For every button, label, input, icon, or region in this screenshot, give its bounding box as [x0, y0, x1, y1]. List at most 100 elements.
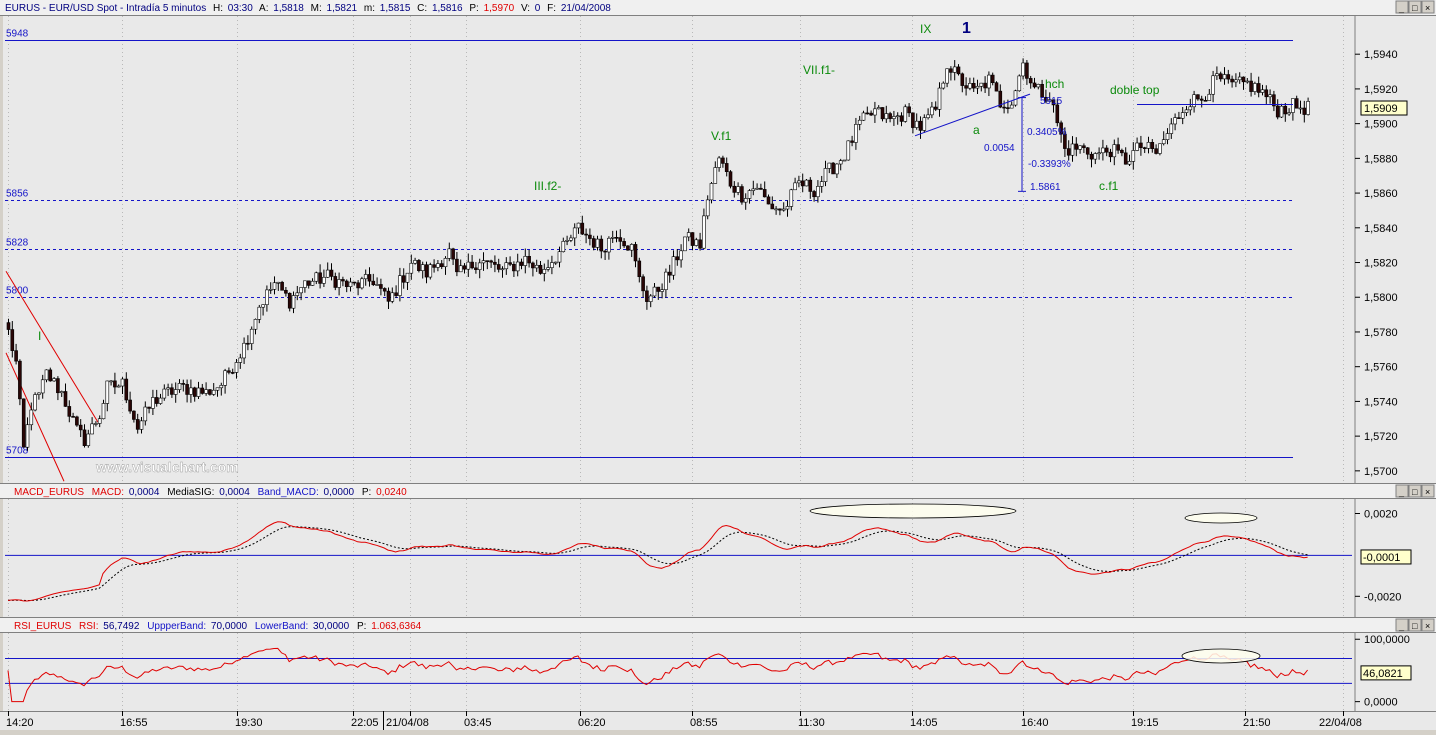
candle-body: [766, 196, 771, 205]
candle-body: [90, 423, 94, 435]
price-tick-label: 1,5780: [1364, 327, 1398, 339]
candle-body: [21, 398, 26, 448]
candle-body: [751, 188, 756, 191]
candle-body: [607, 237, 611, 253]
candle-body: [287, 292, 292, 309]
close-button[interactable]: [1421, 0, 1435, 14]
candle-body: [63, 391, 68, 407]
minimize-button[interactable]: [1395, 0, 1409, 14]
candle-body: [356, 282, 360, 289]
price-axis[interactable]: [1355, 16, 1436, 483]
candle-body: [413, 260, 417, 264]
candle-body: [375, 284, 379, 286]
macd-panel[interactable]: [3, 499, 1355, 617]
wave-label-a: a: [973, 123, 980, 137]
candle-body: [808, 179, 813, 192]
time-axis: [0, 711, 1436, 730]
open-value: 1,5818: [273, 3, 304, 14]
candle-body: [527, 255, 531, 264]
candle-body: [702, 215, 706, 249]
annotations: I III.f2- V.f1 VII.f1- IX 1 hch a doble top c.f1 5…: [38, 20, 1293, 475]
candle-body: [1101, 147, 1105, 154]
wave-label-v: V.f1: [711, 129, 732, 143]
candle-body: [686, 232, 691, 238]
candle-body: [949, 68, 953, 73]
candle-body: [1078, 145, 1082, 150]
candle-body: [588, 234, 592, 239]
candle-body: [1158, 143, 1162, 154]
candle-body: [827, 162, 832, 169]
candle-body: [956, 66, 961, 75]
candle-body: [1260, 89, 1265, 93]
candle-body: [816, 186, 820, 198]
candle-body: [911, 112, 915, 128]
candle-body: [534, 264, 539, 269]
candle-body: [728, 171, 733, 187]
candle-body: [185, 384, 189, 395]
candle-body: [500, 268, 505, 271]
close-button[interactable]: [1421, 484, 1435, 498]
candle-body: [219, 385, 224, 389]
macd-title-bar: [0, 483, 1436, 499]
candle-body: [713, 167, 718, 184]
candle-body: [1226, 74, 1231, 80]
candle-body: [983, 82, 987, 89]
candle-body: [94, 423, 98, 425]
candle-body: [800, 180, 805, 187]
candle-body: [591, 238, 596, 248]
close-button[interactable]: [1421, 618, 1435, 632]
rsi-tick-label: 0,0000: [1364, 697, 1398, 709]
candle-body: [101, 403, 106, 420]
candle-body: [1302, 107, 1307, 115]
maximize-button[interactable]: [1408, 618, 1422, 632]
close-icon: ×: [1425, 621, 1430, 631]
volume-value: 0: [535, 3, 541, 14]
candle-body: [876, 107, 881, 110]
macd-tick-label: 0,0020: [1364, 508, 1398, 520]
candle-body: [557, 251, 562, 263]
candle-body: [48, 369, 53, 382]
candle-body: [1256, 83, 1261, 93]
candle-body: [135, 419, 140, 430]
candle-body: [466, 261, 471, 270]
candle-body: [310, 280, 315, 286]
candle-body: [1222, 74, 1227, 80]
candle-body: [1264, 89, 1269, 98]
candle-body: [276, 281, 281, 284]
candle-body: [1203, 100, 1208, 102]
minimize-button[interactable]: [1395, 618, 1409, 632]
neck-line: [914, 93, 1031, 137]
date-value: 21/04/2008: [561, 3, 611, 14]
candle-body: [303, 280, 307, 288]
close-value: 1,5816: [432, 3, 463, 14]
candle-body: [291, 295, 296, 309]
interval-text: Intradía 5 minutos: [126, 3, 206, 14]
candle-body: [367, 274, 372, 282]
rsi-panel[interactable]: [3, 633, 1355, 711]
candle-body: [1002, 106, 1006, 109]
candle-body: [204, 389, 208, 394]
candle-body: [295, 292, 300, 296]
candle-body: [952, 66, 957, 73]
candle-body: [1074, 143, 1079, 150]
candle-body: [797, 180, 801, 184]
candle-body: [979, 82, 984, 87]
candle-body: [918, 120, 923, 131]
candle-body: [1249, 80, 1253, 92]
last-price-box: [1360, 100, 1408, 116]
candle-body: [679, 250, 683, 261]
candle-body: [139, 420, 144, 430]
candle-body: [363, 274, 368, 280]
candle-body: [998, 90, 1003, 108]
macd-p-value: 0,0240: [376, 487, 407, 498]
candle-body: [162, 388, 167, 399]
candle-body: [709, 183, 714, 201]
maximize-button[interactable]: [1408, 484, 1422, 498]
candle-body: [1291, 98, 1295, 113]
minimize-button[interactable]: [1395, 484, 1409, 498]
watermark: www.visualchart.com: [95, 459, 239, 475]
candle-body: [888, 113, 892, 119]
maximize-button[interactable]: [1408, 0, 1422, 14]
macd-last-box: [1360, 549, 1412, 565]
